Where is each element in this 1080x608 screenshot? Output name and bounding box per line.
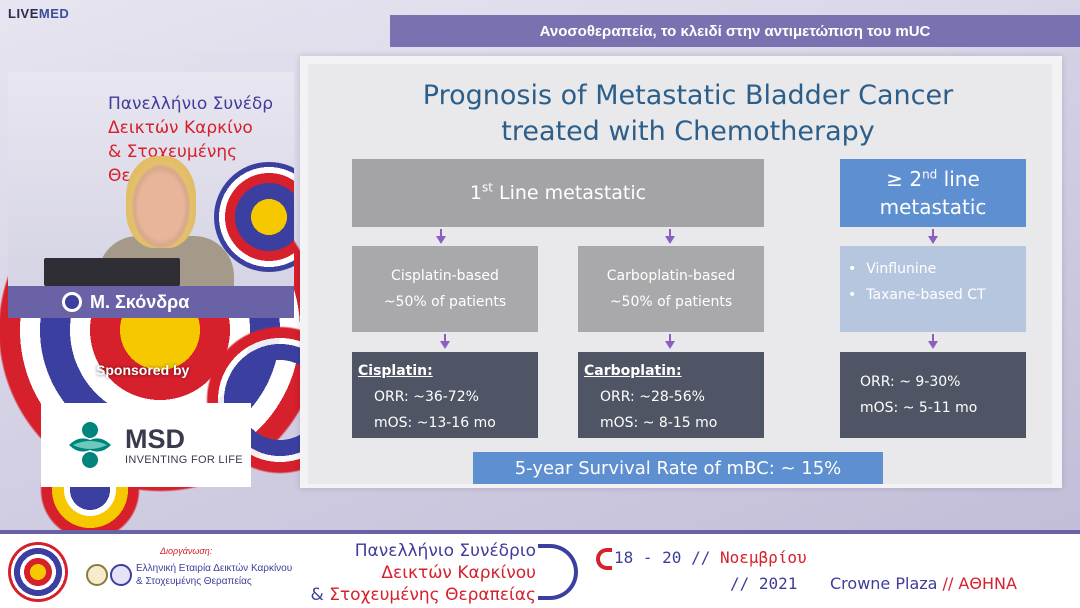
arrow-stem <box>440 229 442 237</box>
arrow-down-icon <box>665 236 675 244</box>
speaker-name-bar: Μ. Σκόνδρα <box>8 286 294 318</box>
laptop <box>44 258 180 286</box>
arrow-down-icon <box>665 341 675 349</box>
survival-rate-banner: 5-year Survival Rate of mBC: ~ 15% <box>473 452 883 484</box>
organizer-name: Ελληνική Εταιρία Δεικτών Καρκίνου & Στοχ… <box>136 563 293 587</box>
second-line-drugs-box: • Vinflunine • Taxane-based CT <box>840 246 1026 332</box>
arrow-down-icon <box>440 341 450 349</box>
carboplatin-outcomes-box: Carboplatin: ORR: ~28-56% mOS: ~ 8-15 mo <box>578 352 764 438</box>
sponsor-name: MSD <box>125 424 185 454</box>
cisplatin-outcomes-box: Cisplatin: ORR: ~36-72% mOS: ~13-16 mo <box>352 352 538 438</box>
second-line-header: ≥ 2nd line metastatic <box>840 159 1026 227</box>
msd-logo-icon <box>69 422 111 468</box>
list-item: • Vinflunine <box>848 261 937 277</box>
sponsor-logo-card: MSD INVENTING FOR LIFE <box>41 403 251 487</box>
society-emblem-icon <box>110 564 132 586</box>
sponsor-tagline: INVENTING FOR LIFE <box>125 454 243 466</box>
arrow-stem <box>669 229 671 237</box>
cisplatin-based-box: Cisplatin-based ~50% of patients <box>352 246 538 332</box>
congress-venue: Crowne Plaza // ΑΘΗΝΑ <box>830 574 1017 593</box>
date-arc-decoration <box>596 548 612 570</box>
speaker-video: Πανελλήνιο Συνέδρ Δεικτών Καρκίνο & Στοχ… <box>8 72 294 286</box>
arrow-stem <box>669 334 671 342</box>
list-item: • Taxane-based CT <box>848 287 986 303</box>
arrow-down-icon <box>928 236 938 244</box>
livemed-logo: LIVEMED <box>8 6 70 21</box>
speaker-head <box>126 156 196 248</box>
congress-name: Πανελλήνιο Συνέδριο Δεικτών Καρκίνου & Σ… <box>310 541 536 605</box>
arrow-stem <box>932 229 934 237</box>
congress-arc-decoration <box>538 544 578 600</box>
session-title: Ανοσοθεραπεία, το κλειδί στην αντιμετώπι… <box>539 22 931 40</box>
presentation-slide: Prognosis of Metastatic Bladder Cancer t… <box>308 64 1052 484</box>
arrow-down-icon <box>436 236 446 244</box>
organizer-label: Διοργάνωση: <box>160 546 213 556</box>
session-title-banner: Ανοσοθεραπεία, το κλειδί στην αντιμετώπι… <box>390 15 1080 47</box>
slide-title: Prognosis of Metastatic Bladder Cancer t… <box>422 80 954 147</box>
sponsored-by-label: Sponsored by <box>96 362 190 378</box>
arrow-stem <box>444 334 446 342</box>
first-line-header: 1st Line metastatic <box>352 159 764 227</box>
congress-year: // 2021 <box>730 574 798 593</box>
congress-dates: 18 - 20 // Νοεμβρίου <box>614 548 807 567</box>
carboplatin-based-box: Carboplatin-based ~50% of patients <box>578 246 764 332</box>
arrow-stem <box>932 334 934 342</box>
footer-banner: Διοργάνωση: Ελληνική Εταιρία Δεικτών Καρ… <box>0 530 1080 608</box>
society-seal-icon <box>86 564 108 586</box>
ring-icon <box>62 292 82 312</box>
slide-frame: Prognosis of Metastatic Bladder Cancer t… <box>300 56 1062 488</box>
second-line-outcomes-box: ORR: ~ 9-30% mOS: ~ 5-11 mo <box>840 352 1026 438</box>
arrow-down-icon <box>928 341 938 349</box>
congress-swirl-logo <box>8 542 68 602</box>
speaker-name: Μ. Σκόνδρα <box>90 291 190 312</box>
